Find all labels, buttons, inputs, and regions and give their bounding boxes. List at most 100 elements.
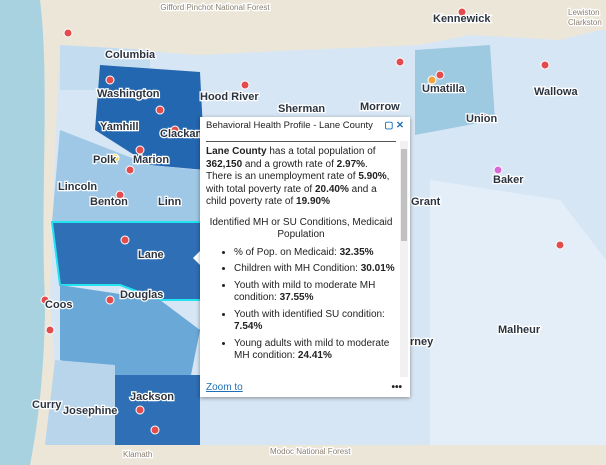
map-label: Columbia	[105, 49, 156, 61]
point	[480, 113, 490, 123]
data-points	[40, 7, 565, 435]
map-label: Josephine	[63, 405, 117, 417]
list-item: Youth with identified SU condition: 7.54…	[234, 309, 396, 334]
map-label: Washington	[97, 88, 160, 100]
point	[105, 295, 115, 305]
point	[125, 165, 135, 175]
point	[457, 7, 467, 17]
list-item: Youth with mild to moderate MH condition…	[234, 280, 396, 305]
map-label: Kennewick	[433, 13, 491, 25]
point	[435, 70, 445, 80]
divider	[206, 141, 396, 142]
county	[60, 285, 200, 380]
point	[140, 90, 150, 100]
point	[240, 80, 250, 90]
point	[150, 425, 160, 435]
point	[105, 75, 115, 85]
popup-title: Behavioral Health Profile - Lane County	[206, 120, 373, 131]
map-label: Marion	[133, 154, 169, 166]
popup: Behavioral Health Profile - Lane County …	[200, 117, 410, 397]
summary-text: 5.90%	[358, 171, 387, 182]
map-label: Sherman	[278, 103, 325, 115]
map-label: rney	[410, 336, 434, 348]
scrollbar[interactable]	[400, 141, 408, 377]
point	[555, 240, 565, 250]
map-label: Clarkston	[568, 18, 602, 27]
point	[493, 165, 503, 175]
more-menu[interactable]: •••	[391, 382, 402, 393]
section-title: Identified MH or SU Conditions, Medicaid…	[209, 216, 393, 240]
scroll-thumb[interactable]	[401, 149, 407, 241]
map-label: Modoc National Forest	[270, 447, 351, 456]
county	[52, 130, 200, 222]
summary-text: and a child poverty rate of	[206, 183, 377, 208]
point	[170, 125, 180, 135]
map-label: Lincoln	[58, 181, 97, 193]
point	[110, 153, 120, 163]
summary-text: . There is an unemployment rate of	[206, 158, 368, 183]
list-item: % of Pop. on Medicaid: 32.35%	[234, 247, 396, 260]
item-label: Youth with identified SU condition:	[234, 308, 385, 320]
item-value: 7.54%	[234, 321, 263, 332]
point	[135, 145, 145, 155]
point	[63, 28, 73, 38]
item-value: 24.41%	[297, 350, 332, 361]
item-value: 30.01%	[360, 263, 395, 274]
summary-text: 362,150	[206, 158, 243, 170]
summary-text: and a growth rate of	[242, 158, 337, 170]
map-label: Wallowa	[534, 86, 578, 98]
map-label: Curry	[32, 399, 62, 411]
map-label: Lewiston	[568, 8, 600, 17]
map-label: Union	[466, 113, 497, 125]
summary: Lane County has a total population of 36…	[206, 146, 396, 209]
summary-text: , with total poverty rate of	[206, 171, 390, 195]
point	[45, 325, 55, 335]
item-value: 37.55%	[279, 292, 314, 303]
county	[95, 65, 205, 170]
item-label: Young adults with mild to moderate MH co…	[234, 337, 390, 362]
point	[395, 57, 405, 67]
map-label: Baker	[493, 174, 524, 186]
summary-text: has a total population of	[266, 146, 376, 157]
point	[40, 295, 50, 305]
map-label: Klamath	[123, 450, 152, 459]
point	[155, 105, 165, 115]
summary-text: 19.90%	[296, 196, 330, 207]
point	[120, 235, 130, 245]
map-label: Jackson	[130, 391, 174, 403]
map-label: Lane	[138, 249, 164, 261]
summary-text: 20.40%	[314, 183, 349, 195]
popup-header: Behavioral Health Profile - Lane County …	[200, 117, 410, 139]
summary-text: 2.97%	[336, 158, 366, 170]
popup-body: Lane County has a total population of 36…	[206, 139, 396, 375]
item-label: % of Pop. on Medicaid:	[234, 246, 337, 258]
item-value: 32.35%	[339, 246, 374, 258]
ocean	[0, 0, 45, 465]
point	[427, 75, 437, 85]
list-item: Young adults with mild to moderate MH co…	[234, 338, 396, 363]
map-label: Morrow	[360, 101, 400, 113]
map-label: Linn	[158, 196, 181, 208]
summary-text: Lane County	[206, 146, 267, 157]
map-label: Benton	[90, 196, 128, 208]
map-label: Douglas	[120, 289, 163, 301]
map-label: Polk	[93, 154, 117, 166]
popup-controls[interactable]: ▢ ✕	[384, 120, 404, 131]
map-label: Malheur	[498, 324, 541, 336]
map-label: Umatilla	[422, 83, 466, 95]
item-label: Children with MH Condition:	[234, 263, 358, 274]
county	[415, 45, 495, 135]
zoom-link[interactable]: Zoom to	[206, 382, 243, 393]
map-label: Gifford Pinchot National Forest	[160, 3, 270, 12]
point	[135, 405, 145, 415]
item-list: % of Pop. on Medicaid: 32.35% Children wi…	[206, 247, 396, 363]
point	[540, 60, 550, 70]
list-item: Children with MH Condition: 30.01%	[234, 263, 396, 276]
map-label: Grant	[411, 196, 441, 208]
map-label: Hood River	[200, 91, 259, 103]
county	[45, 360, 115, 445]
county	[115, 375, 200, 445]
map-label: Yamhill	[100, 121, 139, 133]
map-label: Coos	[45, 299, 73, 311]
